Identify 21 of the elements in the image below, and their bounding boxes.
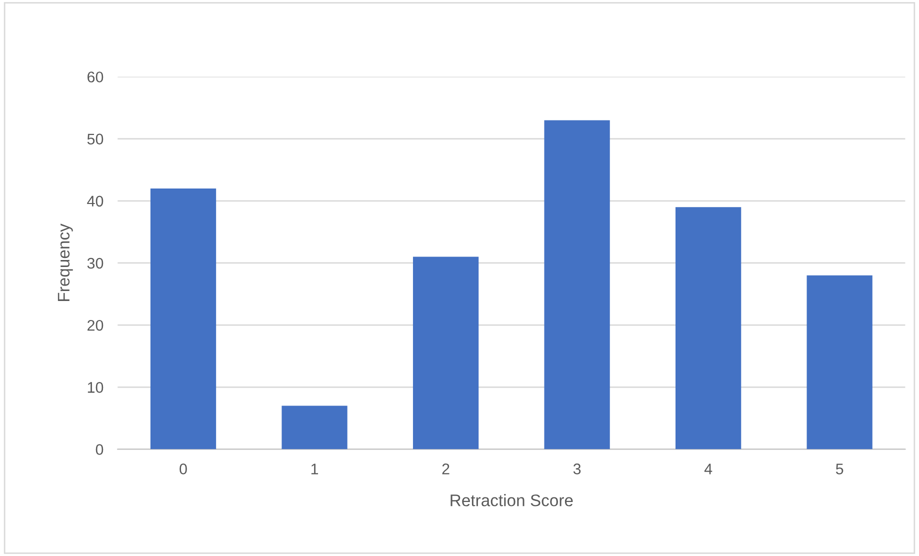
y-tick-label: 50 [87,134,104,144]
bar [806,275,872,450]
y-tick-label: 10 [88,382,104,393]
x-tick-label: 0 [180,464,187,474]
bar [412,256,479,450]
bar [150,188,216,450]
bar [676,207,742,450]
x-axis-title: Retraction Score [450,494,573,506]
y-tick-label: 20 [88,320,104,331]
y-tick-label: 0 [96,444,104,455]
y-axis-title: Frequency [58,224,73,301]
y-tick-label: 40 [87,196,104,207]
x-tick-label: 2 [442,464,450,474]
bar [282,406,348,450]
x-tick-label: 5 [836,464,844,474]
y-tick-label: 30 [87,258,104,269]
y-tick-label: 60 [88,72,104,82]
bar [544,120,610,450]
x-tick-label: 4 [704,464,712,474]
x-tick-label: 3 [573,464,581,474]
x-tick-label: 1 [311,464,318,474]
